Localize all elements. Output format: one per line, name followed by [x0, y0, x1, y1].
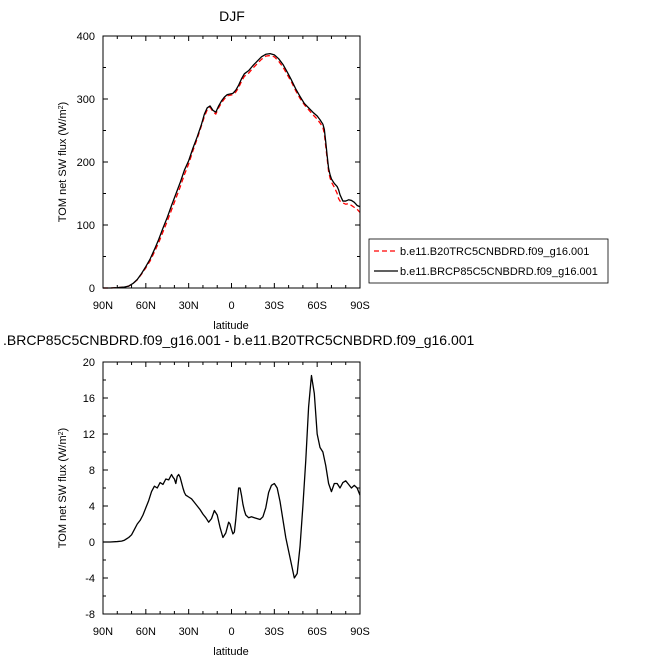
bottom-y-tick-label: 16 — [83, 393, 95, 405]
top-series-group — [103, 52, 361, 289]
bottom-y-axis-label-close: ) — [57, 428, 69, 432]
top-y-tick-label: 200 — [77, 157, 95, 169]
top-y-tick-label: 0 — [89, 283, 95, 295]
bottom-y-axis-label-sup: 2 — [58, 431, 65, 435]
bottom-y-tick-label: -4 — [85, 573, 95, 585]
top-panel: DJF 0 100 200 300 400 90N 60N 30N 0 30S 60S 90S la… — [57, 8, 609, 332]
top-y-ticks: 0 100 200 300 400 — [77, 31, 360, 295]
bottom-y-tick-label: 8 — [89, 465, 95, 477]
top-plot-frame — [102, 35, 361, 289]
bottom-series-line-0 — [103, 374, 361, 579]
bottom-x-tick-label: 0 — [228, 626, 234, 638]
bottom-series-group — [103, 374, 361, 579]
top-x-tick-label: 30S — [265, 300, 285, 312]
bottom-x-ticks: 90N 60N 30N 0 30S 60S 90S — [93, 362, 370, 638]
bottom-panel: .BRCP85C5CNBDRD.f09_g16.001 - b.e11.B20T… — [3, 332, 475, 658]
top-y-axis-label-main: TOM net SW flux (W/m — [57, 109, 69, 222]
bottom-x-tick-label: 90N — [93, 626, 113, 638]
top-y-tick-label: 300 — [77, 94, 95, 106]
top-x-tick-label: 60S — [307, 300, 327, 312]
bottom-y-tick-label: 12 — [83, 429, 95, 441]
bottom-y-axis-label-main: TOM net SW flux (W/m — [57, 435, 69, 548]
legend-box — [368, 238, 609, 284]
top-y-axis-label: TOM net SW flux (W/m2) — [57, 102, 69, 222]
top-x-tick-label: 30N — [179, 300, 199, 312]
bottom-x-tick-label: 90S — [350, 626, 370, 638]
bottom-y-tick-label: -8 — [85, 609, 95, 621]
legend: b.e11.B20TRC5CNBDRD.f09_g16.001 b.e11.BR… — [368, 238, 609, 284]
top-x-tick-label: 60N — [136, 300, 156, 312]
bottom-x-tick-label: 30S — [265, 626, 285, 638]
top-y-axis-label-close: ) — [57, 102, 69, 106]
bottom-chart-title: .BRCP85C5CNBDRD.f09_g16.001 - b.e11.B20T… — [3, 332, 475, 348]
bottom-x-tick-label: 30N — [179, 626, 199, 638]
top-x-tick-label: 90S — [350, 300, 370, 312]
bottom-x-tick-label: 60N — [136, 626, 156, 638]
bottom-y-axis-label: TOM net SW flux (W/m2) — [57, 428, 69, 548]
legend-label-historical: b.e11.B20TRC5CNBDRD.f09_g16.001 — [400, 246, 589, 258]
top-chart-title: DJF — [219, 8, 245, 24]
bottom-y-tick-label: 4 — [89, 501, 95, 513]
top-series-line-0 — [103, 54, 361, 289]
top-y-tick-label: 100 — [77, 220, 95, 232]
bottom-y-tick-label: 0 — [89, 537, 95, 549]
bottom-plot-frame — [102, 361, 361, 615]
legend-label-rcp85: b.e11.BRCP85C5CNBDRD.f09_g16.001 — [400, 266, 598, 278]
bottom-y-tick-label: 20 — [83, 357, 95, 369]
top-x-tick-label: 0 — [228, 300, 234, 312]
top-x-axis-label: latitude — [213, 320, 248, 332]
top-series-line-1 — [103, 52, 361, 289]
top-x-ticks: 90N 60N 30N 0 30S 60S 90S — [93, 36, 370, 312]
top-y-tick-label: 400 — [77, 31, 95, 43]
bottom-y-ticks: -8 -4 0 4 8 12 16 20 — [83, 357, 360, 621]
bottom-x-tick-label: 60S — [307, 626, 327, 638]
top-y-axis-label-sup: 2 — [58, 105, 65, 109]
top-x-tick-label: 90N — [93, 300, 113, 312]
bottom-x-axis-label: latitude — [213, 646, 248, 658]
